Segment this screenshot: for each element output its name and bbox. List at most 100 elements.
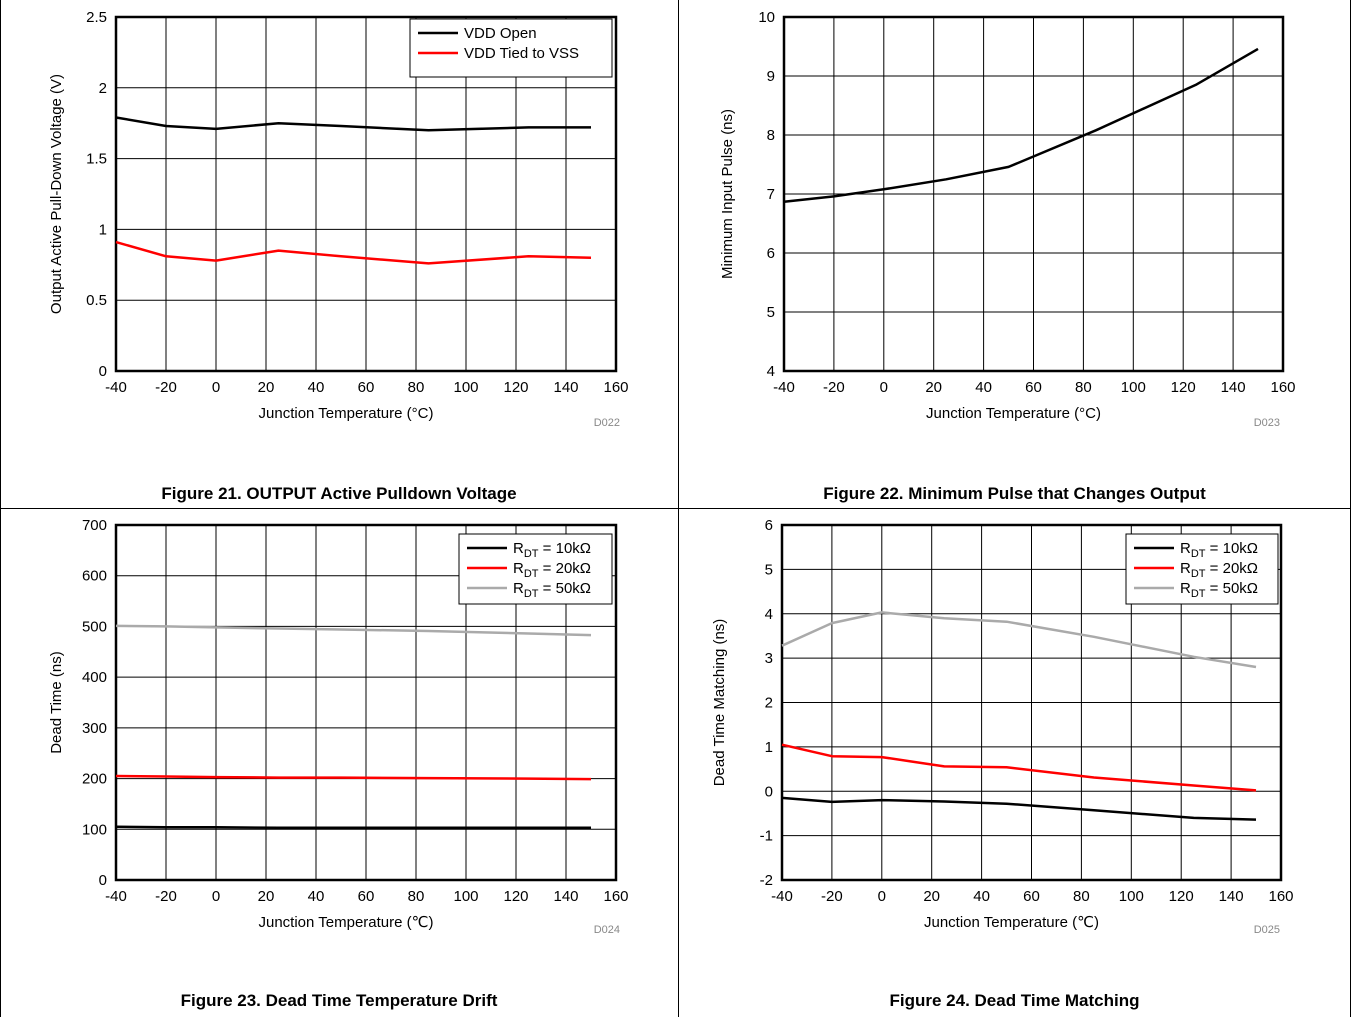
series-line: [115, 240, 592, 265]
x-tick-label: -20: [155, 379, 177, 396]
y-axis-label: Dead Time Matching (ns): [711, 619, 728, 787]
legend-entry: RDT = 10kΩ: [513, 540, 591, 560]
legend-box: [409, 18, 613, 78]
y-tick-label: 2.5: [86, 9, 107, 26]
x-axis-label: Junction Temperature (℃): [924, 914, 1099, 931]
panel-figure-21: -40 -20 0 20 40 60 80 100 120 140 160 0 0.5 1 1.5 2 2.5 J…: [0, 0, 678, 508]
chart-figure-23: -40 -20 0 20 40 60 80 100 120 140 160 0 100 200 300 400…: [48, 517, 629, 936]
y-tick-label: -2: [760, 872, 773, 889]
x-tick-label: 140: [553, 888, 578, 905]
figure-code: D022: [594, 417, 620, 429]
series-line: [781, 611, 1257, 669]
legend: VDD Open VDD Tied to VSS: [409, 18, 613, 78]
y-tick-label: 700: [82, 517, 107, 534]
x-tick-label: -40: [771, 888, 793, 905]
x-tick-label: 60: [1025, 379, 1042, 396]
caption-figure-21: Figure 21. OUTPUT Active Pulldown Voltag…: [161, 484, 517, 503]
x-tick-label: 0: [212, 379, 220, 396]
x-tick-label: 160: [603, 888, 628, 905]
y-tick-label: 0.5: [86, 292, 107, 309]
x-tick-label: 140: [553, 379, 578, 396]
x-tick-label: 40: [308, 888, 325, 905]
series-line: [781, 743, 1257, 792]
x-tick-label: 100: [453, 888, 478, 905]
x-tick-label: 120: [1169, 888, 1194, 905]
series-line: [783, 47, 1259, 203]
y-tick-label: 3: [765, 650, 773, 667]
y-axis-label: Dead Time (ns): [48, 651, 65, 754]
legend-entry: RDT = 20kΩ: [1180, 560, 1258, 580]
x-tick-label: 120: [503, 888, 528, 905]
x-tick-label: 140: [1219, 888, 1244, 905]
x-tick-label: 160: [1270, 379, 1295, 396]
legend-entry: RDT = 10kΩ: [1180, 540, 1258, 560]
y-tick-label: 500: [82, 618, 107, 635]
y-tick-label: 8: [767, 127, 775, 144]
x-tick-label: 100: [1121, 379, 1146, 396]
series-line: [115, 624, 592, 637]
x-tick-label: 20: [258, 379, 275, 396]
x-axis-label: Junction Temperature (°C): [259, 405, 434, 422]
y-tick-label: 200: [82, 771, 107, 788]
plot-frame: [114, 15, 618, 373]
y-tick-label: 4: [765, 606, 773, 623]
caption-figure-22: Figure 22. Minimum Pulse that Changes Ou…: [823, 484, 1206, 503]
x-axis-label: Junction Temperature (℃): [259, 914, 434, 931]
x-tick-label: 0: [878, 888, 886, 905]
y-axis-label: Output Active Pull-Down Voltage (V): [48, 74, 65, 314]
figure-code: D023: [1254, 417, 1280, 429]
y-tick-label: 1.5: [86, 151, 107, 168]
y-tick-label: 0: [99, 363, 107, 380]
x-tick-label: -40: [105, 888, 127, 905]
plot-frame: [114, 523, 618, 882]
x-tick-label: 120: [503, 379, 528, 396]
panel-figure-24: -40 -20 0 20 40 60 80 100 120 140 160 -2 -1 0 1 2 3 4 5 6 Ju…: [678, 509, 1351, 1017]
series-line: [115, 825, 591, 830]
x-tick-label: 40: [308, 379, 325, 396]
x-tick-label: 80: [408, 379, 425, 396]
y-tick-label: 0: [765, 783, 773, 800]
y-tick-label: 9: [767, 68, 775, 85]
chart-figure-24: -40 -20 0 20 40 60 80 100 120 140 160 -2 -1 0 1 2 3 4 5 6 Ju…: [711, 517, 1294, 936]
x-tick-label: 160: [603, 379, 628, 396]
y-tick-label: 400: [82, 669, 107, 686]
legend-entry: RDT = 50kΩ: [513, 580, 591, 600]
plot-frame: [780, 523, 1283, 882]
x-tick-label: 120: [1171, 379, 1196, 396]
panel-divider-horizontal: [0, 508, 1351, 509]
caption-figure-24: Figure 24. Dead Time Matching: [889, 991, 1140, 1010]
y-tick-label: 10: [758, 9, 775, 26]
series-line: [781, 796, 1257, 821]
x-tick-label: 140: [1221, 379, 1246, 396]
caption-figure-23: Figure 23. Dead Time Temperature Drift: [180, 991, 498, 1010]
y-tick-label: 5: [765, 561, 773, 578]
x-tick-label: 40: [973, 888, 990, 905]
y-tick-label: 1: [99, 221, 107, 238]
x-tick-label: 80: [1075, 379, 1092, 396]
y-tick-label: 2: [765, 695, 773, 712]
panel-figure-23: -40 -20 0 20 40 60 80 100 120 140 160 0 100 200 300 400…: [0, 509, 678, 1017]
x-axis-label: Junction Temperature (°C): [926, 405, 1101, 422]
y-tick-label: 6: [767, 245, 775, 262]
x-tick-label: -20: [823, 379, 845, 396]
y-tick-label: 5: [767, 304, 775, 321]
x-tick-label: 60: [358, 379, 375, 396]
x-tick-label: 40: [975, 379, 992, 396]
legend-entry: RDT = 20kΩ: [513, 560, 591, 580]
chart-figure-22: -40 -20 0 20 40 60 80 100 120 140 160 4 5 6 7 8 9 10 Junct…: [719, 9, 1296, 429]
y-tick-label: 4: [767, 363, 775, 380]
x-tick-label: 0: [880, 379, 888, 396]
y-tick-label: 6: [765, 517, 773, 534]
x-tick-label: -20: [821, 888, 843, 905]
x-tick-label: 100: [453, 379, 478, 396]
y-tick-label: 600: [82, 568, 107, 585]
x-tick-label: -40: [105, 379, 127, 396]
y-tick-label: 100: [82, 821, 107, 838]
x-tick-label: 0: [212, 888, 220, 905]
x-tick-label: 20: [923, 888, 940, 905]
y-tick-label: 300: [82, 720, 107, 737]
legend-entry: RDT = 50kΩ: [1180, 580, 1258, 600]
